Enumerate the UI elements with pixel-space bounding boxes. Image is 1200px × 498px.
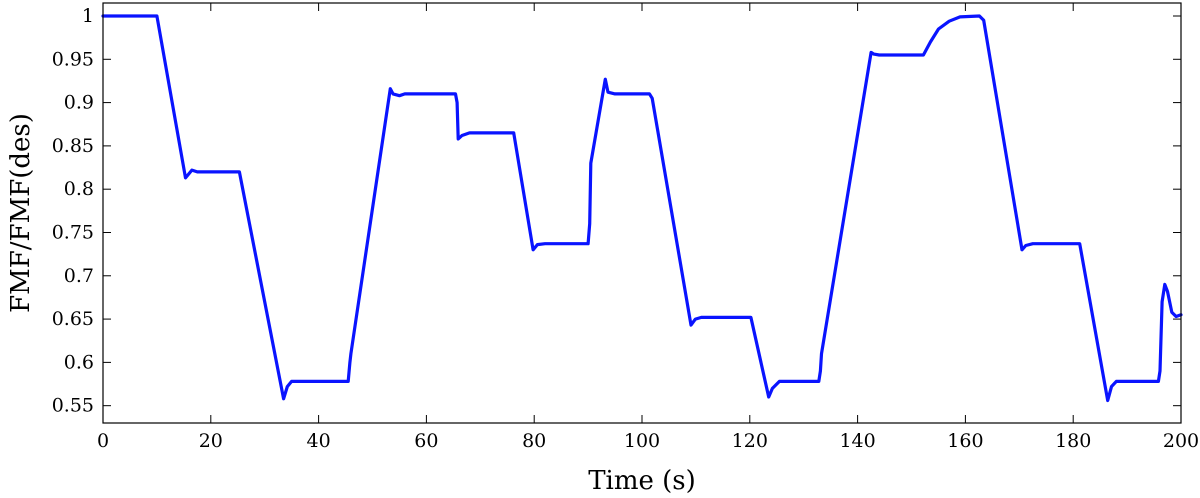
x-tick-label: 120 [732,430,768,452]
x-tick-label: 180 [1055,430,1091,452]
y-axis-ticks: 0.55 0.6 0.65 0.7 0.75 0.8 0.85 0.9 0.95 1 [52,5,1181,417]
x-tick-label: 160 [947,430,983,452]
x-axis-ticks: 0 20 40 60 80 100 120 140 160 180 200 [97,3,1199,452]
y-tick-label: 0.8 [64,178,94,200]
y-tick-label: 0.55 [52,395,94,417]
plot-frame [102,2,1182,424]
y-tick-label: 0.65 [52,308,94,330]
x-tick-label: 100 [624,430,660,452]
x-axis-title: Time (s) [588,466,696,496]
x-tick-label: 40 [307,430,331,452]
series-line [101,14,1183,403]
x-tick-label: 200 [1163,430,1199,452]
x-tick-label: 140 [839,430,875,452]
x-tick-label: 60 [414,430,438,452]
x-tick-label: 0 [97,430,109,452]
x-tick-label: 20 [199,430,223,452]
y-tick-label: 0.95 [52,48,94,70]
y-axis-title: FMF/FMF(des) [6,113,36,313]
y-tick-label: 0.75 [52,221,94,243]
series-layer [101,14,1183,403]
y-tick-label: 1 [82,5,94,27]
y-tick-label: 0.6 [64,351,94,373]
x-tick-label: 80 [522,430,546,452]
y-tick-label: 0.9 [64,92,94,114]
y-tick-label: 0.85 [52,135,94,157]
y-tick-label: 0.7 [64,265,94,287]
